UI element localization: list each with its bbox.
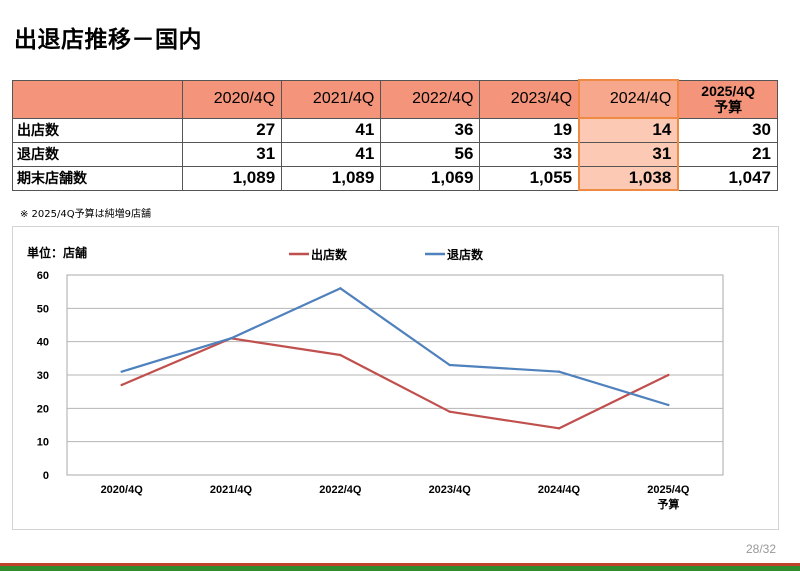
table-cell: 1,047 xyxy=(677,165,779,191)
table-cell: 1,038 xyxy=(578,165,680,191)
table-cell: 27 xyxy=(181,117,283,143)
series-line-2 xyxy=(121,287,669,407)
col-header-2021: 2021/4Q xyxy=(281,79,382,119)
table-row-openings: 出店数 27 41 36 19 14 30 xyxy=(12,117,779,143)
row-label: 退店数 xyxy=(12,141,183,167)
budget-note: ※ 2025/4Q予算は純増9店舗 xyxy=(20,209,151,220)
table-corner-cell xyxy=(12,79,183,119)
legend-label: 退店数 xyxy=(447,247,484,262)
unit-label: 単位：店舗 xyxy=(27,245,87,260)
col-header-2025-line1: 2025/4Q xyxy=(701,83,755,99)
store-count-table: 2020/4Q 2021/4Q 2022/4Q 2023/4Q 2024/4Q … xyxy=(12,79,779,191)
row-label: 出店数 xyxy=(12,117,183,143)
y-tick-label: 60 xyxy=(37,270,49,282)
table-cell: 1,089 xyxy=(281,165,382,191)
table-header-row: 2020/4Q 2021/4Q 2022/4Q 2023/4Q 2024/4Q … xyxy=(12,79,779,119)
table-cell: 14 xyxy=(578,117,680,143)
table-cell: 31 xyxy=(181,141,283,167)
footer-red-line xyxy=(0,563,800,566)
table-cell: 31 xyxy=(578,141,680,167)
y-tick-label: 40 xyxy=(37,337,49,349)
table-cell: 1,069 xyxy=(380,165,481,191)
data-point xyxy=(339,287,342,290)
table-row-store-count: 期末店舗数 1,089 1,089 1,069 1,055 1,038 1,04… xyxy=(12,165,779,191)
series-line-1 xyxy=(121,337,669,430)
table-cell: 21 xyxy=(677,141,779,167)
x-tick-label: 2021/4Q xyxy=(210,484,253,496)
page-number: 28/32 xyxy=(745,542,776,556)
data-point xyxy=(667,373,670,377)
table-row-closings: 退店数 31 41 56 33 31 21 xyxy=(12,141,779,167)
col-header-2025-line2: 予算 xyxy=(714,99,743,115)
y-tick-label: 20 xyxy=(37,403,49,415)
table-cell: 33 xyxy=(479,141,580,167)
col-header-2025-budget: 2025/4Q 予算 xyxy=(677,79,779,119)
y-tick-label: 0 xyxy=(43,470,49,482)
data-point xyxy=(448,363,451,367)
col-header-2020: 2020/4Q xyxy=(181,79,283,119)
table-cell: 56 xyxy=(380,141,481,167)
data-point xyxy=(120,370,123,373)
data-point xyxy=(667,403,670,407)
data-point xyxy=(120,383,123,387)
footer-green-line xyxy=(0,566,800,571)
x-tick-label: 2025/4Q xyxy=(647,484,690,496)
y-tick-label: 10 xyxy=(37,437,49,449)
table-cell: 36 xyxy=(380,117,481,143)
chart-container: 0 10 20 30 40 50 60 2020/4Q 2021/4Q 2022/4Q 2023/4… xyxy=(12,226,779,530)
col-header-2022: 2022/4Q xyxy=(380,79,481,119)
table-cell: 1,055 xyxy=(479,165,580,191)
table-cell: 41 xyxy=(281,141,382,167)
x-tick-label: 2020/4Q xyxy=(101,484,144,496)
data-point xyxy=(339,353,342,357)
data-point xyxy=(557,427,561,430)
col-header-2023: 2023/4Q xyxy=(479,79,580,119)
data-point xyxy=(448,410,451,413)
data-point xyxy=(229,337,233,340)
y-tick-label: 50 xyxy=(37,303,49,315)
table-cell: 41 xyxy=(281,117,382,143)
x-tick-label: 2023/4Q xyxy=(429,484,472,496)
table-cell: 1,089 xyxy=(181,165,283,191)
data-point xyxy=(557,370,561,373)
x-tick-label: 予算 xyxy=(657,497,679,511)
col-header-2024: 2024/4Q xyxy=(578,79,680,119)
y-tick-label: 30 xyxy=(37,370,49,382)
line-chart: 0 10 20 30 40 50 60 2020/4Q 2021/4Q 2022/4Q 2023/4… xyxy=(27,245,724,511)
legend-label: 出店数 xyxy=(311,247,348,262)
x-tick-label: 2024/4Q xyxy=(538,484,581,496)
table-cell: 30 xyxy=(677,117,779,143)
page-title: 出退店推移－国内 xyxy=(14,27,202,53)
x-tick-label: 2022/4Q xyxy=(319,484,362,496)
row-label: 期末店舗数 xyxy=(12,165,183,191)
table-cell: 19 xyxy=(479,117,580,143)
